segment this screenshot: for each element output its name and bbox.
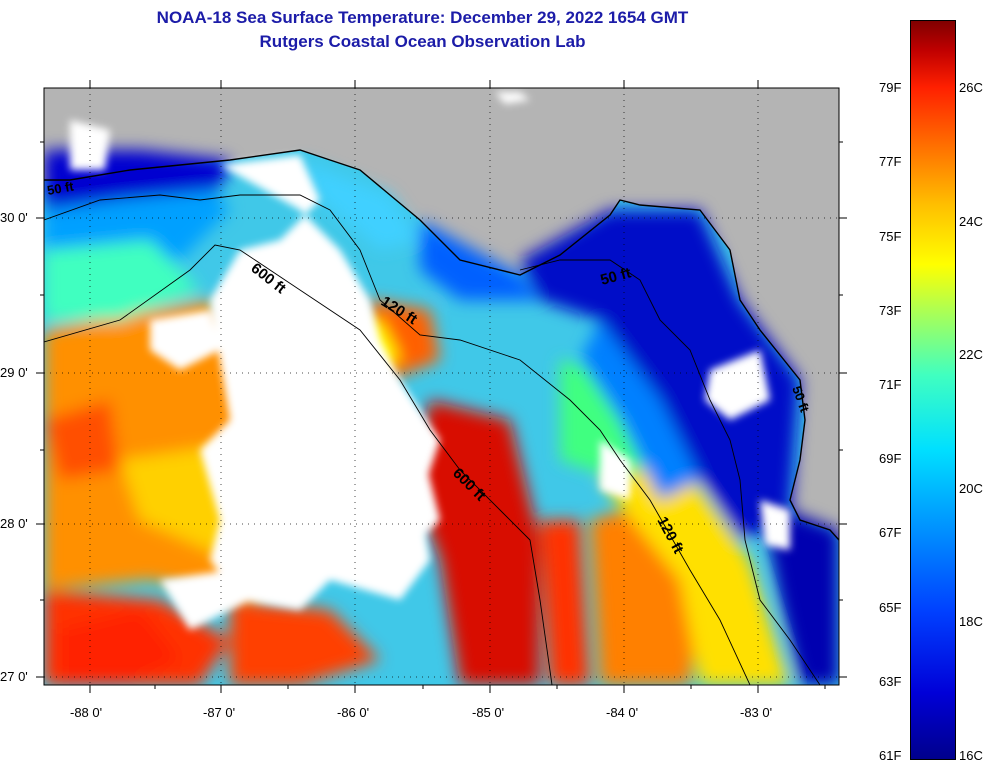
contour-600ft [44,244,553,685]
bathymetry-contours [44,194,821,685]
map-subtitle: Rutgers Coastal Ocean Observation Lab [259,32,586,51]
colorbar-c-label: 18C [959,614,983,629]
colorbar-f-label: 67F [879,525,902,540]
lon-label: -83 0' [740,705,773,720]
lat-label: 29 0' [0,365,28,380]
colorbar-f-label: 75F [879,229,902,244]
colorbar-c-label: 26C [959,80,983,95]
colorbar-f-label: 73F [879,303,902,318]
axis-ticks [36,80,847,693]
colorbar-f-label: 61F [879,748,902,763]
lon-label: -86 0' [337,705,370,720]
colorbar-c-label: 16C [959,748,983,763]
cloud-cover [70,92,790,630]
map-title: NOAA-18 Sea Surface Temperature: Decembe… [156,8,689,27]
lon-label: -88 0' [70,705,103,720]
colorbar-f-label: 79F [879,80,902,95]
contour-label: 50 ft [46,178,76,198]
colorbar-c-label: 22C [959,347,983,362]
lon-label: -84 0' [606,705,639,720]
colorbar-c-label: 24C [959,214,983,229]
colorbar-f-label: 63F [879,674,902,689]
colorbar-c-label: 20C [959,481,983,496]
lon-label: -87 0' [203,705,236,720]
coastline [44,149,839,541]
lon-label: -85 0' [472,705,505,720]
lat-label: 30 0' [0,210,28,225]
lat-label: 28 0' [0,516,28,531]
colorbar-f-label: 77F [879,154,902,169]
map-frame [43,87,840,686]
map-area [44,88,839,685]
contour-50ft [519,259,821,685]
lat-label: 27 0' [0,669,28,684]
contour-120ft [44,194,751,685]
lat-lon-grid [44,88,839,685]
colorbar-f-label: 65F [879,600,902,615]
color-scale-bar [910,20,956,760]
colorbar-f-label: 69F [879,451,902,466]
colorbar-f-label: 71F [879,377,902,392]
